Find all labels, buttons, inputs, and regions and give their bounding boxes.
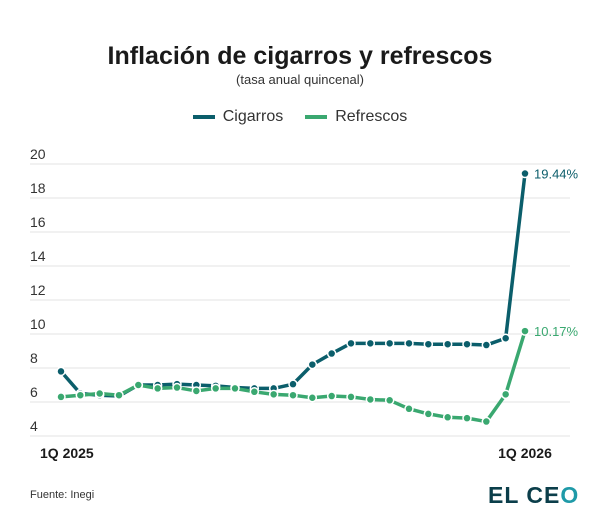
chart-title: Inflación de cigarros y refrescos [107,42,493,70]
data-point [346,338,356,349]
data-label: 10.17% [534,324,579,339]
data-point [520,326,530,336]
legend-swatch [192,115,215,119]
x-tick-label: 1Q 2026 [498,445,552,461]
data-point [172,382,182,393]
legend-item-cigarros[interactable]: Cigarros [192,108,284,126]
y-tick-label: 12 [30,282,46,298]
chart-subtitle: (tasa anual quincenal) [236,72,364,87]
data-point [384,395,395,406]
data-label: 19.44% [534,167,579,182]
legend-item-refrescos[interactable]: Refrescos [305,108,407,126]
logo: EL CEO [488,482,580,508]
data-point [404,404,414,414]
data-point [442,339,453,349]
data-point [500,389,511,400]
legend-label: Refrescos [335,108,408,125]
data-point [114,390,124,400]
data-point [268,389,279,400]
y-tick-label: 20 [30,146,46,162]
data-point [462,413,472,423]
data-point [56,392,66,402]
x-tick-label: 1Q 2025 [40,445,94,461]
data-point [94,388,105,399]
y-tick-label: 14 [30,248,46,264]
data-point [75,390,86,400]
data-point [442,412,453,423]
data-point [481,340,492,350]
y-tick-label: 8 [30,350,38,366]
data-point [346,392,356,402]
data-point [423,339,434,349]
data-point [423,409,434,419]
data-point [404,338,414,349]
data-point [520,168,530,179]
y-tick-label: 18 [30,180,46,196]
source-note: Fuente: Inegi [30,489,95,501]
data-point [462,339,472,349]
data-point [384,338,395,349]
data-point [307,393,318,403]
data-point [230,383,240,394]
data-point [481,416,492,427]
data-point [307,359,318,370]
data-point [288,390,298,400]
data-point [500,333,511,343]
y-tick-label: 16 [30,214,46,230]
y-tick-label: 10 [30,316,46,332]
legend-label: Cigarros [222,108,284,125]
series-line-cigarros [59,173,527,398]
data-point [365,394,376,405]
legend: Cigarros Refrescos [0,108,600,126]
data-point [249,387,260,397]
data-point [326,348,337,359]
data-point [210,383,221,394]
legend-swatch [305,115,328,119]
data-point [365,338,376,349]
data-point [288,379,298,389]
data-point [133,380,144,390]
data-point [191,386,202,396]
data-point [152,383,163,394]
data-point [56,366,66,377]
data-point [326,391,337,401]
y-tick-label: 6 [30,384,38,400]
y-tick-label: 4 [30,418,38,434]
